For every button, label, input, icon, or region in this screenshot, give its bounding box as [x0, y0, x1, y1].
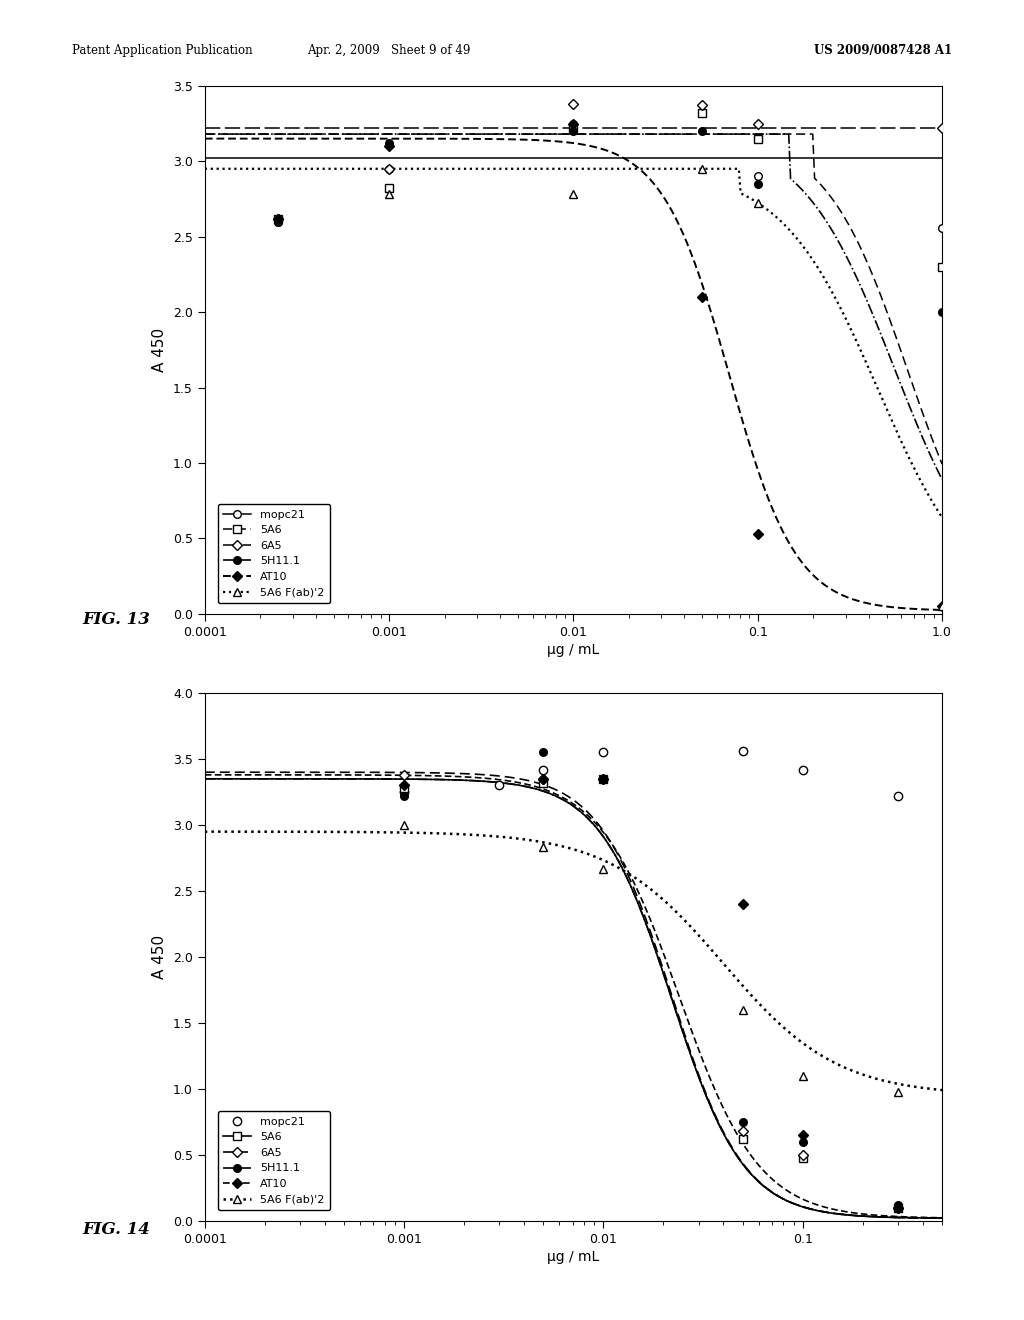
Y-axis label: A 450: A 450: [153, 327, 168, 372]
X-axis label: μg / mL: μg / mL: [547, 643, 600, 657]
Text: FIG. 13: FIG. 13: [82, 611, 150, 628]
Legend: mopc21, 5A6, 6A5, 5H11.1, AT10, 5A6 F(ab)'2: mopc21, 5A6, 6A5, 5H11.1, AT10, 5A6 F(ab…: [218, 504, 330, 603]
Text: US 2009/0087428 A1: US 2009/0087428 A1: [814, 44, 952, 57]
Text: Patent Application Publication: Patent Application Publication: [72, 44, 252, 57]
Y-axis label: A 450: A 450: [153, 935, 168, 979]
Text: FIG. 14: FIG. 14: [82, 1221, 150, 1238]
Legend: mopc21, 5A6, 6A5, 5H11.1, AT10, 5A6 F(ab)'2: mopc21, 5A6, 6A5, 5H11.1, AT10, 5A6 F(ab…: [218, 1111, 330, 1210]
Text: Apr. 2, 2009   Sheet 9 of 49: Apr. 2, 2009 Sheet 9 of 49: [307, 44, 471, 57]
X-axis label: μg / mL: μg / mL: [547, 1250, 600, 1265]
